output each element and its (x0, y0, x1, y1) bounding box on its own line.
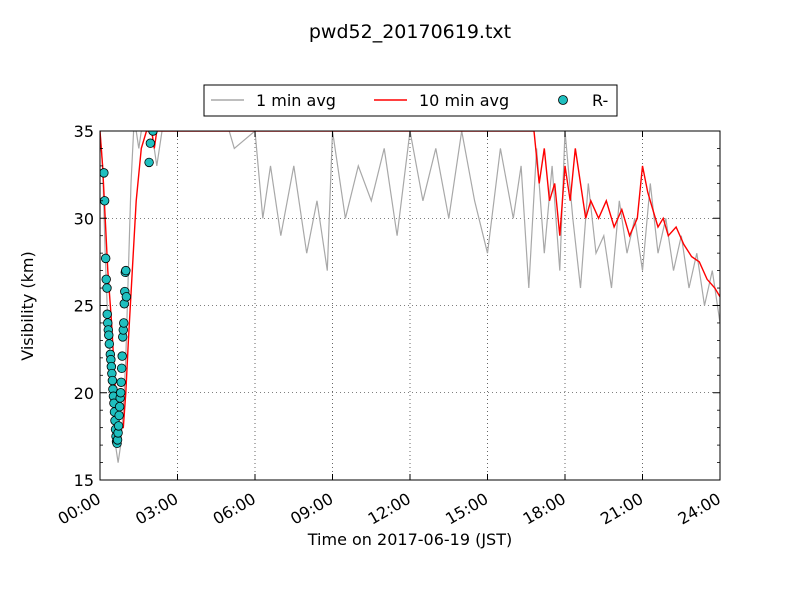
rain-marker (116, 363, 127, 374)
rain-marker (100, 168, 109, 178)
rain-marker (100, 253, 111, 264)
y-axis-title: Visibility (km) (18, 251, 37, 360)
rain-marker (121, 292, 132, 302)
rain-marker (117, 351, 127, 361)
series-1min-avg-line (100, 131, 720, 463)
legend-swatch-rain-marker (558, 95, 568, 105)
rain-marker (101, 274, 111, 285)
y-tick-label: 15 (74, 471, 94, 490)
rain-marker (121, 265, 131, 276)
rain-marker (145, 138, 156, 148)
y-tick-label: 30 (74, 209, 94, 228)
legend: 1 min avg 10 min avg R- (203, 84, 618, 117)
y-tick-label: 35 (74, 122, 94, 141)
legend-label-1min: 1 min avg (256, 91, 336, 110)
chart-title: pwd52_20170619.txt (309, 21, 511, 43)
grid (100, 131, 720, 480)
y-tick-label: 25 (74, 297, 94, 316)
rain-marker (114, 410, 124, 421)
legend-label-rain: R- (592, 91, 608, 110)
series-10min-avg-line (100, 131, 720, 429)
rain-marker (107, 375, 118, 386)
rain-marker (148, 131, 158, 136)
rain-marker (116, 377, 126, 387)
rain-marker (115, 388, 126, 398)
x-axis-title: Time on 2017-06-19 (JST) (307, 530, 512, 549)
legend-label-10min: 10 min avg (419, 91, 509, 110)
rain-marker (114, 402, 125, 412)
series-layer (100, 131, 720, 463)
legend-box (203, 84, 618, 117)
rain-marker (119, 318, 129, 328)
rain-marker (144, 157, 154, 168)
rain-marker (102, 283, 112, 293)
rain-marker (104, 330, 114, 340)
y-tick-label: 20 (74, 384, 94, 403)
rain-marker (102, 309, 112, 319)
rain-marker (104, 339, 115, 349)
rain-marker (113, 421, 124, 431)
